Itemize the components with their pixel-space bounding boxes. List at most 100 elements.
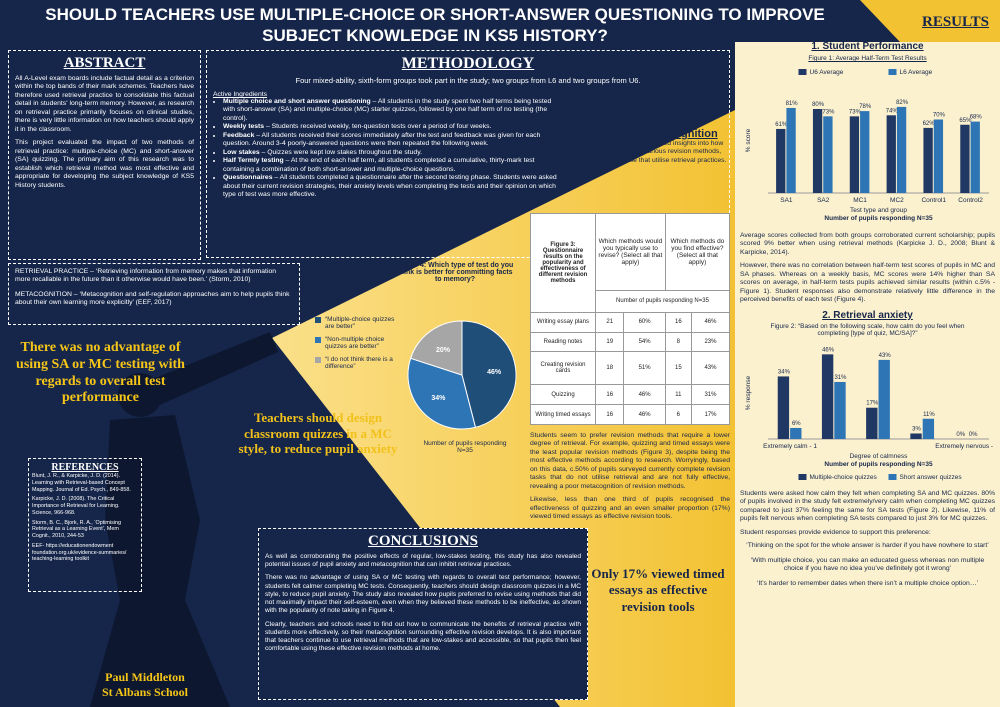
chart-note: Number of pupils responding N=35 xyxy=(824,215,933,222)
value-label: 80% xyxy=(812,102,825,108)
x-tick-label: MC1 xyxy=(853,197,867,204)
results-paragraph: Students were asked how calm they felt w… xyxy=(740,489,995,523)
table-cell: 17% xyxy=(690,404,731,425)
legend-label: U6 Average xyxy=(810,69,844,76)
ingredient: Feedback – All students received their s… xyxy=(223,132,558,149)
bar xyxy=(777,376,790,439)
legend-swatch xyxy=(315,357,321,363)
reference: Storm, B. C., Bjork, R. A., ‘Optimising … xyxy=(32,519,121,540)
x-tick-label: MC2 xyxy=(890,197,904,204)
metacognition-paragraph: Likewise, less than one third of pupils … xyxy=(530,496,730,521)
row-label: Reading notes xyxy=(530,331,596,353)
value-label: 11% xyxy=(923,412,935,418)
pie-chart: 46% 34% 20% xyxy=(407,320,517,430)
table-cell: 60% xyxy=(623,311,666,333)
ingredient: Half Termly testing – At the end of each… xyxy=(223,157,558,174)
table-row: Writing timed essays 16 46% 6 17% xyxy=(530,404,731,425)
value-label: 62% xyxy=(923,121,936,127)
bar xyxy=(866,407,878,439)
table-cell: 46% xyxy=(623,404,666,425)
value-label: 68% xyxy=(970,115,983,121)
corner-accent xyxy=(860,0,1000,42)
table-cell: 46% xyxy=(690,311,731,333)
conclusions-paragraph: Clearly, teachers and schools need to fi… xyxy=(265,620,581,653)
chart-note: Number of pupils responding N=35 xyxy=(824,461,933,468)
conclusions-heading: CONCLUSIONS xyxy=(367,533,479,549)
row-label: Quizzing xyxy=(530,384,596,406)
row-label: Writing essay plans xyxy=(530,311,596,333)
x-tick-label: Extremely nervous - 5 xyxy=(935,443,995,450)
table-cell: 18 xyxy=(594,351,625,386)
abstract-heading: ABSTRACT xyxy=(63,55,146,71)
poster-title: SHOULD TEACHERS USE MULTIPLE-CHOICE OR S… xyxy=(45,5,825,46)
pie-slice xyxy=(407,357,477,430)
references-heading: REFERENCES xyxy=(51,462,119,473)
methodology-heading: METHODOLOGY xyxy=(401,55,535,72)
metacognition-heading: 3. Pupil metacognition xyxy=(600,128,718,140)
finding-timed-essays: Only 17% viewed timed essays as effectiv… xyxy=(591,566,725,614)
x-tick-label: SA2 xyxy=(817,197,830,204)
references-box: REFERENCES Blunt, J. R., & Karpicke, J. … xyxy=(28,458,142,592)
slice-label: 46% xyxy=(487,369,502,376)
value-label: 0% xyxy=(969,432,978,438)
definition: RETRIEVAL PRACTICE – ‘Retrieving informa… xyxy=(15,268,293,285)
metacognition-paragraph: Students seem to prefer revision methods… xyxy=(530,432,730,490)
author-block: Paul Middleton St Albans School xyxy=(60,670,230,700)
value-label: 73% xyxy=(822,109,835,115)
bar xyxy=(923,127,933,193)
reference: Karpicke, J. D. (2008). The Critical Imp… xyxy=(32,496,120,516)
column-header: Which methods do you find effective? (Se… xyxy=(664,213,731,291)
definition-term: RETRIEVAL PRACTICE xyxy=(15,268,89,275)
table-row: Reading notes 19 54% 8 23% xyxy=(530,331,731,353)
legend-label: “Non-multiple choice quizzes are better” xyxy=(325,336,385,350)
references-list: Blunt, J. R., & Karpicke, J. D. (2014). … xyxy=(32,473,138,563)
table-cell: 51% xyxy=(623,351,666,386)
quote: ‘It’s harder to remember dates when ther… xyxy=(756,579,979,587)
table-cell: 31% xyxy=(690,384,731,406)
table-subheader-row: Number of pupils responding N=35 xyxy=(531,289,730,313)
section-2-heading: 2. Retrieval anxiety xyxy=(822,309,913,321)
value-label: 65% xyxy=(959,118,972,124)
legend-label: “I do not think there is a difference” xyxy=(325,356,393,370)
ingredient-term: Weekly tests xyxy=(223,123,265,131)
value-label: 31% xyxy=(834,375,847,381)
definition-text: – ‘Retrieving information from memory ma… xyxy=(15,268,277,284)
table-cell: 16 xyxy=(594,404,625,425)
results-heading: RESULTS xyxy=(922,14,989,30)
methodology-intro: Four mixed-ability, sixth-form groups to… xyxy=(295,76,641,85)
quotes: ‘Thinking on the spot for the whole answ… xyxy=(740,542,995,588)
value-label: 43% xyxy=(879,353,892,359)
figure-4-title: Figure 4: Which type of test do you thin… xyxy=(396,262,514,283)
y-axis-label: % response xyxy=(745,375,752,410)
pie-slice xyxy=(410,320,463,376)
figure-3-table: Figure 3: Questionnaire results on the p… xyxy=(530,213,731,425)
pie-legend: “Multiple-choice quizzes are better” “Non… xyxy=(315,316,405,376)
table-cell: 15 xyxy=(664,351,692,386)
table-cell: 19 xyxy=(594,331,625,353)
definition: METACOGNITION – ‘Metacognition and self-… xyxy=(15,291,293,308)
results-paragraph: Student responses provide evidence to su… xyxy=(740,528,931,536)
ingredient-term: Multiple choice and short answer questio… xyxy=(223,98,371,105)
value-label: 3% xyxy=(912,426,921,432)
x-axis-label: Degree of calmness xyxy=(850,453,909,460)
row-label: Creating revision cards xyxy=(530,351,596,386)
definition-text: – ‘Metacognition and self-regulation app… xyxy=(15,290,290,307)
bar xyxy=(960,124,970,193)
ingredient-text: – Students received weekly, ten-question… xyxy=(264,123,492,131)
table-cell: 46% xyxy=(623,384,666,406)
bar xyxy=(786,107,796,193)
value-label: 6% xyxy=(792,421,801,427)
figure-2-chart: 34% 46% 17% 3% 0% 6% 31% 43% 11% 0% Extremely calm… xyxy=(745,347,999,481)
abstract-paragraph: This project evaluated the impact of two… xyxy=(15,139,194,189)
results-column: RESULTS 1. Student Performance Figure 1:… xyxy=(740,14,999,704)
conclusions-paragraph: There was no advantage of using SA or MC… xyxy=(265,574,581,615)
table-row: Creating revision cards 18 51% 15 43% xyxy=(530,351,731,386)
table-subheader: Number of pupils responding N=35 xyxy=(595,289,730,313)
x-tick-label: Control2 xyxy=(958,197,983,204)
ingredient-term: Low stakes xyxy=(223,148,260,156)
quote: ‘Thinking on the spot for the whole answ… xyxy=(746,542,989,550)
table-row: Quizzing 16 46% 11 31% xyxy=(530,384,731,406)
ingredient-text: – All students completed a questionnaire… xyxy=(223,174,557,199)
ingredients-list: Multiple choice and short answer questio… xyxy=(213,98,558,200)
